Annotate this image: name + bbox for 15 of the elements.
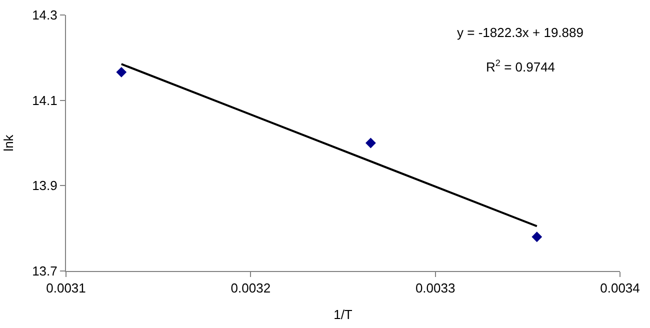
y-tick-label: 13.9 — [32, 178, 58, 194]
point — [116, 66, 127, 78]
y-tick-label: 14.1 — [32, 92, 58, 108]
annotation: y = -1822.3x + 19.889 — [457, 25, 584, 40]
x-axis-title: 1/T — [334, 307, 352, 322]
x-tick-label: 0.0034 — [600, 280, 640, 296]
point — [366, 138, 376, 148]
y-tick-label: 13.7 — [32, 264, 58, 279]
x-tick-label: 0.0033 — [415, 280, 456, 296]
point — [532, 232, 542, 242]
annotation: R$^{2}$ = 0.9744 — [486, 58, 556, 74]
y-axis-title: lnk — [1, 134, 16, 152]
x-tick-label: 0.0031 — [46, 280, 86, 296]
y-tick-label: 14.3 — [32, 8, 58, 23]
x-tick-label: 0.0032 — [230, 280, 271, 296]
